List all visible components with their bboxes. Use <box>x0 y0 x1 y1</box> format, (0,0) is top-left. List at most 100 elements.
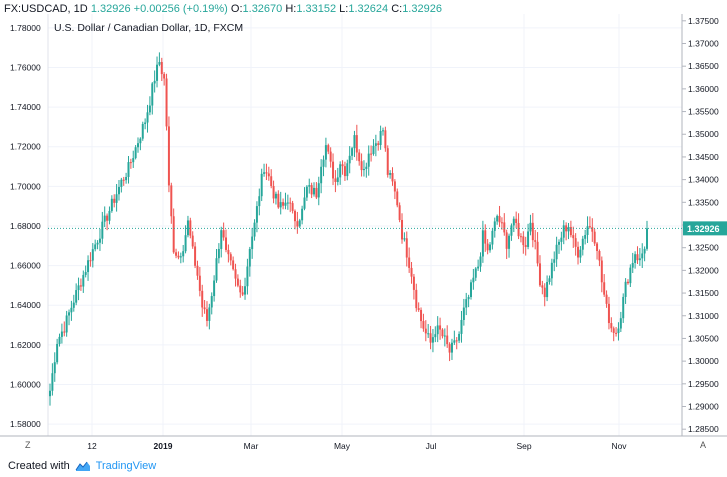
symbol-label: FX:USDCAD, 1D <box>4 3 88 15</box>
time-tick-label: Sep <box>516 441 531 451</box>
candle-body <box>72 302 75 308</box>
candle-body <box>548 278 551 282</box>
candle-body <box>567 226 570 232</box>
candle-body <box>500 222 503 224</box>
left-tick-label: 1.76000 <box>10 62 41 72</box>
candle-body <box>362 168 365 171</box>
candle-body <box>541 285 544 288</box>
candle-body <box>553 259 556 263</box>
candle-body <box>365 166 368 169</box>
candle-body <box>91 249 94 261</box>
candle-body <box>146 112 149 123</box>
candle-body <box>615 332 618 334</box>
candle-body <box>391 173 394 182</box>
time-tick-label: Jul <box>426 441 437 451</box>
candle-body <box>498 215 501 223</box>
candle-body <box>493 221 496 231</box>
candle-body <box>565 225 568 232</box>
candle-body <box>191 235 194 247</box>
candle-body <box>160 62 163 75</box>
candle-body <box>550 262 553 279</box>
candle-body <box>355 135 358 153</box>
right-tick-label: 1.30000 <box>688 356 719 366</box>
candle-body <box>232 260 235 270</box>
candle-body <box>170 185 173 217</box>
candle-body <box>496 215 499 222</box>
right-price-axis: 1.28500 1.29000 1.29500 1.30000 1.30500 1.310… <box>682 16 719 434</box>
candle-body <box>610 323 613 329</box>
candle-body <box>65 315 68 333</box>
candle-body <box>529 222 532 232</box>
right-tick-label: 1.31000 <box>688 311 719 321</box>
candle-body <box>179 256 182 258</box>
right-tick-label: 1.33500 <box>688 197 719 207</box>
candle-body <box>208 307 211 321</box>
candle-body <box>629 267 632 284</box>
candle-body <box>486 243 489 251</box>
candle-body <box>631 262 634 268</box>
candle-body <box>596 243 599 252</box>
candle-body <box>353 135 356 149</box>
candle-body <box>555 244 558 260</box>
candle-body <box>248 249 251 267</box>
candle-body <box>643 248 646 254</box>
candle-body <box>137 143 140 148</box>
candle-body <box>141 123 144 139</box>
candle-body <box>49 390 51 397</box>
candle-body <box>289 202 292 204</box>
low-label: L: <box>339 3 349 15</box>
candle-body <box>239 285 242 293</box>
candle-body <box>586 226 589 235</box>
candle-body <box>139 138 142 144</box>
candle-body <box>317 183 320 198</box>
candle-body <box>267 173 270 177</box>
candle-body <box>422 321 425 329</box>
high-label: H: <box>285 3 297 15</box>
candle-body <box>343 166 346 177</box>
right-tick-label: 1.31500 <box>688 288 719 298</box>
candle-body <box>246 266 249 287</box>
candle-body <box>305 186 308 198</box>
left-axis-scale-toggle[interactable]: Z <box>25 440 31 450</box>
candle-body <box>462 307 465 320</box>
right-tick-label: 1.28500 <box>688 424 719 434</box>
left-tick-label: 1.78000 <box>10 23 41 33</box>
right-tick-label: 1.29000 <box>688 402 719 412</box>
candle-body <box>534 240 537 242</box>
candle-body <box>265 172 268 174</box>
candle-body <box>358 152 361 162</box>
chart-subtitle: U.S. Dollar / Canadian Dollar, 1D, FXCM <box>54 22 244 34</box>
candle-body <box>255 206 258 223</box>
time-axis: 12 2019 Mar May Jul Sep Nov <box>87 441 627 451</box>
candle-body <box>569 226 572 236</box>
candle-body <box>291 203 294 211</box>
candle-body <box>415 289 418 309</box>
candle-body <box>512 218 515 226</box>
right-tick-label: 1.37500 <box>688 16 719 26</box>
candle-body <box>393 181 396 192</box>
candle-body <box>403 238 406 240</box>
candle-body <box>465 299 468 308</box>
tradingview-link[interactable]: TradingView <box>95 460 157 472</box>
candle-body <box>272 186 275 199</box>
candle-body <box>405 238 408 258</box>
candle-body <box>165 78 168 127</box>
candle-body <box>279 202 282 208</box>
candle-body <box>577 246 580 258</box>
candle-body <box>341 164 344 167</box>
candle-body <box>607 303 610 324</box>
candle-body <box>472 277 475 283</box>
candle-body <box>120 179 123 187</box>
candle-body <box>484 230 487 244</box>
candle-body <box>505 232 508 249</box>
auto-scale-toggle[interactable]: A <box>700 440 707 450</box>
right-tick-label: 1.37000 <box>688 38 719 48</box>
candle-body <box>217 248 220 259</box>
right-tick-label: 1.36000 <box>688 84 719 94</box>
candle-body <box>443 335 446 337</box>
candle-body <box>153 80 156 84</box>
candle-body <box>134 147 137 159</box>
candle-body <box>87 260 90 273</box>
candle-body <box>386 148 389 175</box>
